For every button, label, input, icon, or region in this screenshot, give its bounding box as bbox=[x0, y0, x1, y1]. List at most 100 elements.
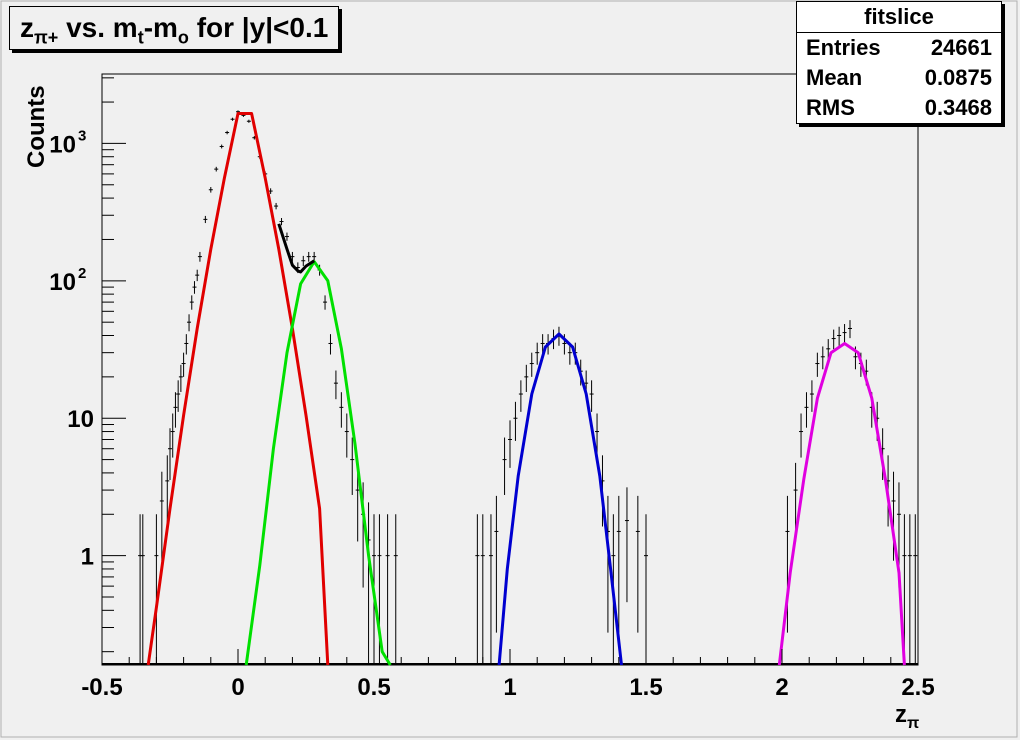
x-axis-title: zπ bbox=[895, 701, 919, 732]
x-tick-label: 2.5 bbox=[901, 674, 934, 701]
fit-curve bbox=[777, 342, 906, 666]
data-point bbox=[513, 401, 518, 441]
data-point bbox=[815, 352, 820, 377]
data-point bbox=[480, 514, 485, 665]
y-tick-exponent: 3 bbox=[78, 127, 86, 144]
data-point bbox=[624, 487, 629, 603]
data-point bbox=[913, 514, 918, 665]
x-tick-label: -0.5 bbox=[81, 674, 122, 701]
chart-axes bbox=[101, 77, 919, 665]
x-tick-label: 1.5 bbox=[629, 674, 662, 701]
chart-marks bbox=[102, 110, 918, 666]
data-point bbox=[274, 202, 279, 210]
data-point bbox=[488, 514, 493, 665]
data-point bbox=[524, 364, 529, 392]
data-point bbox=[589, 380, 594, 412]
y-tick-label: 10 bbox=[49, 269, 76, 296]
data-point bbox=[192, 281, 197, 294]
data-point bbox=[268, 188, 273, 194]
data-point bbox=[831, 329, 836, 350]
data-point bbox=[475, 514, 480, 665]
y-tick-exponent: 2 bbox=[78, 265, 86, 282]
data-point bbox=[820, 346, 825, 370]
data-point bbox=[540, 334, 545, 355]
x-tick-label: 2 bbox=[775, 674, 788, 701]
data-point bbox=[366, 502, 371, 665]
x-tick-label: 0 bbox=[231, 674, 244, 701]
data-point bbox=[393, 514, 398, 665]
data-point bbox=[176, 380, 181, 412]
data-point bbox=[842, 324, 847, 343]
chart-title: zπ+ vs. mt-mo for |y|<0.1 bbox=[9, 6, 340, 50]
data-point bbox=[502, 437, 507, 495]
data-point bbox=[323, 295, 328, 310]
data-point bbox=[494, 495, 499, 633]
data-point bbox=[848, 320, 852, 339]
y-tick-label: 10 bbox=[67, 406, 94, 433]
data-point bbox=[246, 119, 251, 123]
data-point bbox=[154, 514, 159, 665]
data-point bbox=[159, 471, 164, 561]
data-point bbox=[344, 413, 349, 458]
data-point bbox=[385, 514, 390, 665]
stats-title: fitslice bbox=[797, 2, 1001, 33]
data-point bbox=[837, 326, 842, 346]
data-point bbox=[306, 251, 311, 262]
data-point bbox=[535, 342, 540, 365]
fit-curve bbox=[244, 260, 392, 666]
data-point bbox=[214, 166, 219, 172]
data-point bbox=[225, 130, 230, 135]
data-point bbox=[230, 117, 235, 121]
data-point bbox=[804, 392, 809, 428]
fit-curve bbox=[146, 112, 330, 666]
data-point bbox=[284, 232, 289, 241]
data-point bbox=[529, 352, 534, 377]
data-point bbox=[809, 380, 814, 412]
stats-row-mean: Mean 0.0875 bbox=[806, 65, 992, 90]
stats-row-entries: Entries 24661 bbox=[806, 35, 992, 60]
data-point bbox=[138, 514, 143, 665]
x-tick-label: 1 bbox=[503, 674, 516, 701]
plot-area bbox=[101, 73, 919, 666]
data-point bbox=[187, 314, 192, 332]
y-tick-label: 1 bbox=[81, 544, 94, 571]
data-point bbox=[312, 251, 317, 262]
data-point bbox=[518, 380, 523, 412]
x-tick-label: 0.5 bbox=[357, 674, 390, 701]
stats-row-rms: RMS 0.3468 bbox=[806, 95, 992, 120]
data-point bbox=[339, 392, 344, 428]
y-tick-label: 10 bbox=[49, 131, 76, 158]
data-point bbox=[891, 471, 896, 561]
data-point bbox=[219, 144, 224, 149]
data-point bbox=[208, 187, 213, 193]
data-point bbox=[178, 364, 183, 392]
data-point bbox=[195, 269, 200, 282]
stats-box: fitslice Entries 24661 Mean 0.0875 RMS 0… bbox=[796, 1, 1002, 124]
data-point bbox=[508, 420, 512, 468]
data-point bbox=[203, 215, 208, 224]
data-point bbox=[184, 334, 189, 355]
data-point bbox=[799, 413, 804, 458]
data-point bbox=[616, 495, 621, 633]
data-point bbox=[907, 514, 912, 665]
data-point bbox=[165, 455, 170, 527]
data-point bbox=[785, 495, 790, 633]
fit-curve bbox=[277, 223, 316, 274]
data-point bbox=[644, 514, 648, 665]
data-point bbox=[197, 251, 202, 262]
data-point bbox=[635, 495, 640, 633]
data-point bbox=[328, 334, 333, 355]
plot-frame bbox=[101, 73, 919, 666]
data-point bbox=[350, 437, 355, 495]
data-point bbox=[181, 352, 186, 377]
fit-curve bbox=[497, 332, 623, 666]
data-point bbox=[301, 255, 306, 267]
data-point bbox=[168, 428, 172, 481]
data-point bbox=[333, 370, 338, 400]
data-point bbox=[170, 413, 175, 458]
data-point bbox=[140, 514, 145, 665]
data-point bbox=[173, 392, 178, 428]
data-point bbox=[279, 218, 284, 226]
